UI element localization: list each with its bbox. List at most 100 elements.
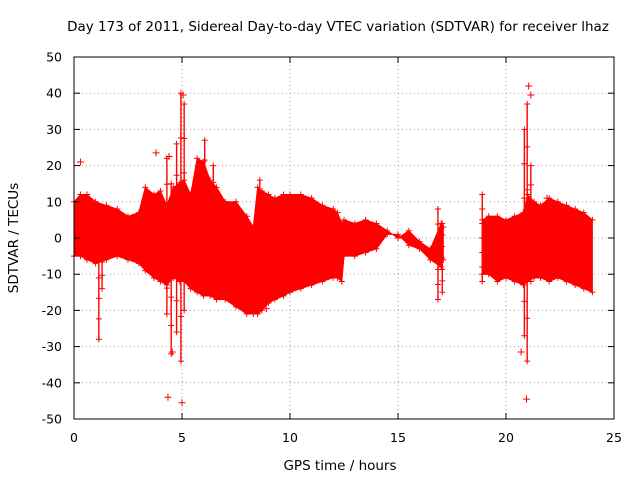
data-spike-marker [163,285,170,292]
data-spike-marker [527,239,534,246]
y-tick-label: -40 [42,375,62,390]
envelope-edge-marker [338,278,345,285]
envelope-edge-marker [213,296,220,303]
envelope-edge-marker [194,155,201,162]
envelope-edge-marker [77,253,84,260]
data-spike-marker [256,220,263,227]
envelope-edge-marker [207,177,214,184]
chart-title: Day 173 of 2011, Sidereal Day-to-day VTE… [67,19,609,35]
data-spike-marker [181,135,188,142]
data-spike-marker [201,196,208,203]
envelope-edge-marker [563,278,570,285]
data-spike-marker [181,204,188,211]
data-spike-marker [524,186,531,193]
data-spike-marker [201,216,208,223]
envelope-edge-marker [271,296,278,303]
envelope-edge-marker [157,278,164,285]
data-spike-marker [201,177,208,184]
data-point [165,153,173,161]
data-spike-marker [434,221,441,228]
data-spike-marker [434,236,441,243]
data-spike-marker [173,297,180,304]
data-spike-marker [527,201,534,208]
data-points [76,82,551,407]
data-spike-marker [181,307,188,314]
data-spike-marker [177,358,184,365]
data-spike-marker [521,126,528,133]
y-tick-label: -10 [42,267,62,282]
envelope-edge-marker [416,238,423,245]
envelope-edge-marker [373,245,380,252]
y-tick-label: 40 [46,86,62,101]
data-spike-marker [479,220,486,227]
data-spike-marker [439,254,446,261]
data-spike-marker [173,203,180,210]
data-spike-marker [479,249,486,256]
envelope-edge-marker [103,256,110,263]
y-tick-labels: -50 -40 -30 -20 -10 0 10 20 30 40 50 [42,50,62,427]
x-tick-labels: 0 5 10 15 20 25 [70,430,622,445]
data-spike-marker [479,235,486,241]
envelope-edge-marker [200,292,207,299]
data-spike-marker [210,196,217,203]
data-spikes [95,90,534,365]
envelope-edge-marker [280,292,287,299]
data-spike-marker [177,268,184,275]
envelope-edge-marker [265,191,272,198]
data-spike-marker [168,209,175,216]
data-spike-marker [527,259,534,266]
envelope-edge-marker [114,206,121,213]
y-tick-label: 20 [46,158,62,173]
envelope-edge-marker [297,285,304,292]
envelope-edge-marker [271,195,278,202]
data-spike-marker [434,296,441,303]
data-point [168,348,176,356]
data-spike-marker [163,233,170,240]
data-spike-marker [434,206,441,213]
envelope-edge-marker [537,202,544,209]
envelope-edge-marker [222,198,229,205]
data-point [525,82,533,90]
envelope-edge-marker [233,198,239,205]
envelope-edge-marker [503,216,509,223]
envelope-edge-marker [222,296,229,303]
data-spike-marker [521,263,528,270]
data-spike-marker [479,206,486,213]
data-spike-marker [168,294,175,301]
data-spike-marker [256,307,263,314]
data-point [164,393,172,401]
data-spike-marker [173,172,180,179]
envelope-edge-marker [373,220,380,227]
data-spike-marker [524,229,531,236]
data-spike-marker [95,274,102,281]
data-spike-marker [524,358,531,365]
data-spike-marker [95,233,102,240]
envelope-edge-marker [494,213,501,220]
envelope-edge-marker [485,271,492,278]
data-point [76,158,84,166]
envelope-edge-marker [233,303,239,310]
envelope-edge-marker [207,292,214,299]
envelope-edge-marker [287,289,293,296]
envelope-edge-marker [511,213,518,220]
y-tick-label: 50 [46,50,62,65]
data-envelopes [71,155,596,318]
envelope-edge-marker [572,206,579,213]
envelope-edge-marker [83,256,90,263]
envelope-edge-marker [427,245,434,252]
data-spike-marker [173,140,180,147]
data-point [262,305,270,313]
envelope-edge-marker [334,209,341,216]
data-spike-marker [168,322,175,329]
envelope-edge-marker [440,224,447,231]
y-tick-label: 30 [46,122,62,137]
data-spike-marker [256,263,263,270]
envelope-edge-marker [341,216,347,223]
x-tick-label: 20 [498,430,514,445]
envelope-edge-marker [554,274,561,281]
y-tick-label: -20 [42,303,62,318]
envelope-edge-marker [405,227,412,234]
data-spike-marker [479,263,486,270]
envelope-edge-marker [150,274,157,281]
envelope-edge-marker [580,285,587,292]
